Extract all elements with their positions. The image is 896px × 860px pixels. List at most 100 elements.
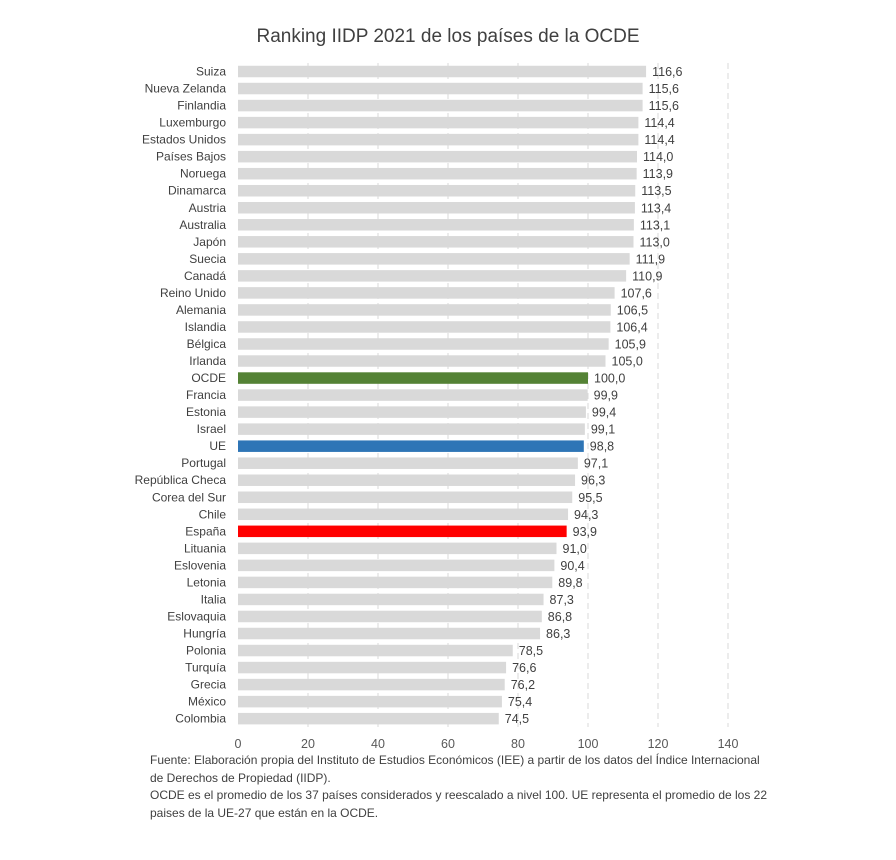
value-label: 93,9: [573, 525, 597, 539]
value-label: 96,3: [581, 474, 605, 488]
bar-islandia: [238, 321, 611, 333]
value-label: 113,4: [641, 201, 671, 215]
value-label: 74,5: [505, 712, 529, 726]
category-label: República Checa: [135, 473, 227, 487]
x-tick-label: 40: [371, 737, 385, 751]
category-label: Australia: [179, 218, 226, 232]
value-label: 114,4: [644, 133, 674, 147]
value-label: 105,9: [615, 337, 646, 351]
bar-corea-del-sur: [238, 491, 573, 504]
bar-países-bajos: [238, 150, 637, 163]
category-label: Canadá: [184, 269, 226, 283]
bar-portugal: [238, 457, 578, 469]
category-label: Polonia: [186, 644, 226, 658]
value-label: 113,5: [641, 184, 671, 198]
value-label: 107,6: [621, 286, 652, 300]
category-label: Alemania: [176, 303, 226, 317]
category-label: Grecia: [191, 678, 227, 692]
category-label: Estados Unidos: [142, 133, 226, 147]
x-tick-label: 60: [441, 737, 455, 751]
bar-república-checa: [238, 474, 576, 486]
bar-estados-unidos: [238, 133, 639, 146]
value-label: 111,9: [636, 252, 665, 266]
value-label: 116,6: [652, 65, 682, 79]
footnote-source: Fuente: Elaboración propia del Instituto…: [150, 753, 760, 785]
category-label: Estonia: [186, 405, 226, 419]
value-label: 90,4: [560, 559, 584, 573]
bar-alemania: [238, 304, 611, 316]
value-label: 115,6: [649, 82, 679, 96]
bar-colombia: [238, 712, 499, 725]
category-label: Noruega: [180, 167, 226, 181]
value-label: 99,1: [591, 423, 615, 437]
value-label: 110,9: [632, 269, 662, 283]
bar-letonia: [238, 576, 553, 589]
value-label: 114,4: [644, 116, 674, 130]
value-label: 99,4: [592, 406, 616, 420]
category-label: Colombia: [175, 712, 226, 726]
footnote: Fuente: Elaboración propia del Instituto…: [150, 752, 770, 822]
category-label: Reino Unido: [160, 286, 226, 300]
value-label: 99,9: [594, 389, 618, 403]
value-label: 89,8: [558, 576, 582, 590]
value-label: 91,0: [563, 542, 587, 556]
bar-grecia: [238, 678, 505, 691]
category-label: Países Bajos: [156, 150, 226, 164]
value-label: 113,0: [640, 235, 670, 249]
category-label: Israel: [197, 422, 226, 436]
category-label: Italia: [201, 592, 227, 606]
x-tick-label: 80: [511, 737, 525, 751]
value-label: 113,1: [640, 218, 670, 232]
bar-turquía: [238, 661, 507, 674]
category-label: Luxemburgo: [159, 116, 226, 130]
bar-méxico: [238, 695, 502, 708]
bar-irlanda: [238, 355, 606, 367]
category-label: Nueva Zelanda: [145, 82, 227, 96]
category-label: Lituania: [184, 541, 226, 555]
bar-canadá: [238, 270, 627, 282]
bar-eslovenia: [238, 559, 555, 572]
bar-lituania: [238, 542, 557, 555]
bar-españa: [238, 525, 567, 538]
bar-chart: Suiza 116,6 Nueva Zelanda 115,6 Finlandia 115…: [135, 63, 738, 751]
value-label: 98,8: [590, 440, 614, 454]
bar-eslovaquia: [238, 610, 542, 623]
category-label: Chile: [199, 507, 227, 521]
bar-italia: [238, 593, 544, 606]
bar-suecia: [238, 253, 630, 265]
category-label: Suiza: [196, 65, 226, 79]
value-label: 105,0: [612, 355, 643, 369]
labels: Suiza 116,6 Nueva Zelanda 115,6 Finlandia 115…: [135, 65, 683, 727]
category-label: Eslovenia: [174, 558, 226, 572]
value-label: 86,8: [548, 610, 572, 624]
value-label: 76,2: [511, 678, 535, 692]
bar-suiza: [238, 65, 647, 78]
bar-austria: [238, 202, 635, 214]
category-label: Francia: [186, 388, 226, 402]
category-label: OCDE: [191, 371, 226, 385]
value-label: 95,5: [578, 491, 602, 505]
category-label: UE: [209, 439, 226, 453]
x-tick-label: 100: [578, 737, 599, 751]
bar-noruega: [238, 167, 637, 180]
category-label: Japón: [193, 235, 226, 249]
category-label: Corea del Sur: [152, 490, 226, 504]
bar-japón: [238, 236, 634, 248]
bar-dinamarca: [238, 184, 636, 197]
category-label: Irlanda: [189, 354, 226, 368]
bar-ocde: [238, 372, 588, 384]
category-label: México: [188, 695, 226, 709]
bar-nueva-zelanda: [238, 82, 643, 95]
category-label: Hungría: [183, 627, 226, 641]
category-label: Letonia: [187, 575, 227, 589]
category-label: Turquía: [185, 661, 226, 675]
category-label: Finlandia: [177, 99, 226, 113]
value-label: 97,1: [584, 457, 608, 471]
bar-ue: [238, 440, 584, 452]
value-label: 75,4: [508, 695, 532, 709]
value-label: 78,5: [519, 644, 543, 658]
bar-estonia: [238, 406, 586, 418]
value-label: 114,0: [643, 150, 673, 164]
bar-chile: [238, 508, 569, 521]
bar-reino-unido: [238, 287, 615, 299]
